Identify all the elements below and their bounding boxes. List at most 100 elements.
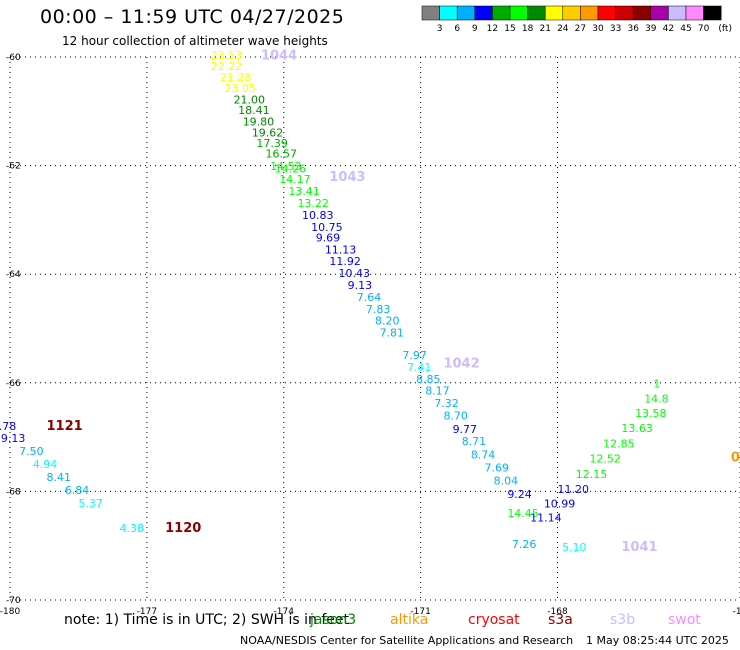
y-tick-label: -64 [6, 270, 21, 280]
legend-label: 39 [645, 24, 657, 34]
legend-label: 6 [454, 24, 460, 34]
wave-height-point: 11.92 [329, 255, 361, 268]
track-label: 1121 [47, 419, 83, 434]
legend-swatch [562, 5, 581, 21]
satellite-label-cryosat: cryosat [468, 612, 520, 628]
legend-label: (ft) [718, 24, 732, 34]
wave-height-point: 9.13 [1, 432, 26, 445]
wave-height-point: 7.64 [357, 291, 382, 304]
wave-height-point: 8.20 [375, 315, 400, 328]
wave-height-point: 9.24 [507, 488, 532, 501]
track-label: 1042 [443, 357, 479, 372]
legend-swatch [509, 5, 528, 21]
legend-swatch [615, 5, 634, 21]
legend-swatch [580, 5, 599, 21]
track-label: 03 [731, 451, 740, 466]
legend-swatch [456, 5, 476, 21]
legend-swatch [703, 5, 722, 21]
footer-note: note: 1) Time is in UTC; 2) SWH is in fe… [64, 612, 350, 628]
x-tick-label: -180 [0, 607, 20, 617]
wave-height-point: 12.52 [589, 453, 621, 466]
legend-swatch [421, 5, 440, 21]
wave-height-point: 13.22 [297, 197, 329, 210]
wave-height-point: 4.38 [120, 522, 145, 535]
legend-label: 12 [487, 24, 498, 34]
legend-label: 15 [504, 24, 515, 34]
wave-height-point: 6.84 [65, 484, 90, 497]
wave-height-point: 5.10 [562, 541, 587, 554]
x-tick-label: -171 [410, 607, 430, 617]
track-label: 1043 [329, 170, 365, 185]
x-tick-label: -174 [274, 607, 295, 617]
wave-height-point: 8.70 [443, 410, 468, 423]
wave-height-point: 21.28 [220, 71, 252, 84]
wave-height-point: 14.45 [507, 507, 539, 520]
wave-height-point: 19.62 [252, 126, 284, 139]
wave-height-point: 8.04 [494, 474, 519, 487]
legend-label: 42 [663, 24, 674, 34]
wave-height-point: 11.20 [558, 483, 590, 496]
page-title: 00:00 – 11:59 UTC 04/27/2025 [40, 6, 345, 28]
wave-height-point: 7.50 [19, 445, 44, 458]
legend-swatch [492, 5, 511, 21]
track-label: 1041 [621, 540, 657, 555]
y-tick-label: -70 [6, 596, 21, 606]
wave-height-point: 14.53 [270, 160, 302, 173]
satellite-label-s3b: s3b [610, 612, 636, 628]
wave-height-point: 14.17 [279, 173, 311, 186]
wave-height-point: 14.8 [644, 392, 669, 405]
wave-height-point: 10.43 [339, 267, 371, 280]
wave-height-point: 9.13 [348, 279, 373, 292]
wave-height-point: 11.14 [530, 511, 562, 524]
satellite-label-altika: altika [390, 612, 429, 628]
wave-height-point: 10.75 [311, 221, 343, 234]
legend-swatch [439, 5, 458, 21]
legend-label: 70 [698, 24, 710, 34]
wave-height-point: 7.26 [512, 538, 537, 551]
legend-swatch [544, 5, 564, 21]
wave-height-point: 9.77 [453, 423, 478, 436]
wave-height-point: 5.37 [78, 497, 103, 510]
legend-swatch [474, 5, 493, 21]
legend-swatch [632, 5, 652, 21]
legend-label: 30 [592, 24, 604, 34]
footer-timestamp: 1 May 08:25:44 UTC 2025 [586, 634, 729, 647]
x-tick-label: -168 [547, 607, 568, 617]
wave-height-point: 19.80 [243, 115, 275, 128]
legend-swatch [597, 5, 616, 21]
x-tick-label: -16 [733, 607, 740, 617]
wave-height-point: 12.85 [603, 437, 635, 450]
wave-height-point: 22.22 [211, 60, 243, 73]
wave-height-point: 9.69 [316, 232, 341, 245]
page-subtitle: 12 hour collection of altimeter wave hei… [62, 34, 328, 48]
wave-height-point: 7.41 [407, 361, 432, 374]
legend-label: 24 [557, 24, 569, 34]
y-tick-label: -62 [6, 162, 21, 172]
legend-swatch [668, 5, 687, 21]
legend-label: 18 [522, 24, 534, 34]
legend-label: 36 [627, 24, 639, 34]
wave-height-point: 13.41 [288, 185, 320, 198]
wave-height-point: 7.32 [434, 397, 459, 410]
wave-height-point: 7.69 [485, 461, 510, 474]
wave-height-point: 4.94 [33, 458, 58, 471]
wave-height-point: 12.15 [576, 468, 608, 481]
wave-height-point: 1 [653, 378, 660, 391]
wave-height-point: 10.83 [302, 209, 334, 222]
wave-height-point: 16.57 [266, 147, 298, 160]
legend-label: 9 [472, 24, 478, 34]
legend-label: 45 [680, 24, 691, 34]
legend-label: 3 [437, 24, 443, 34]
wave-height-point: 13.58 [635, 407, 667, 420]
wave-height-point: 18.41 [238, 104, 270, 117]
wave-height-point: 7.83 [366, 303, 391, 316]
satellite-label-jason3: jason3 [310, 612, 357, 628]
y-tick-label: -60 [6, 53, 21, 63]
wave-height-point: 8.74 [471, 448, 496, 461]
wave-height-point: 14.26 [275, 163, 307, 176]
x-tick-label: -177 [137, 607, 157, 617]
wave-height-point: 7.81 [380, 327, 405, 340]
wave-height-point: 8.41 [47, 471, 72, 484]
